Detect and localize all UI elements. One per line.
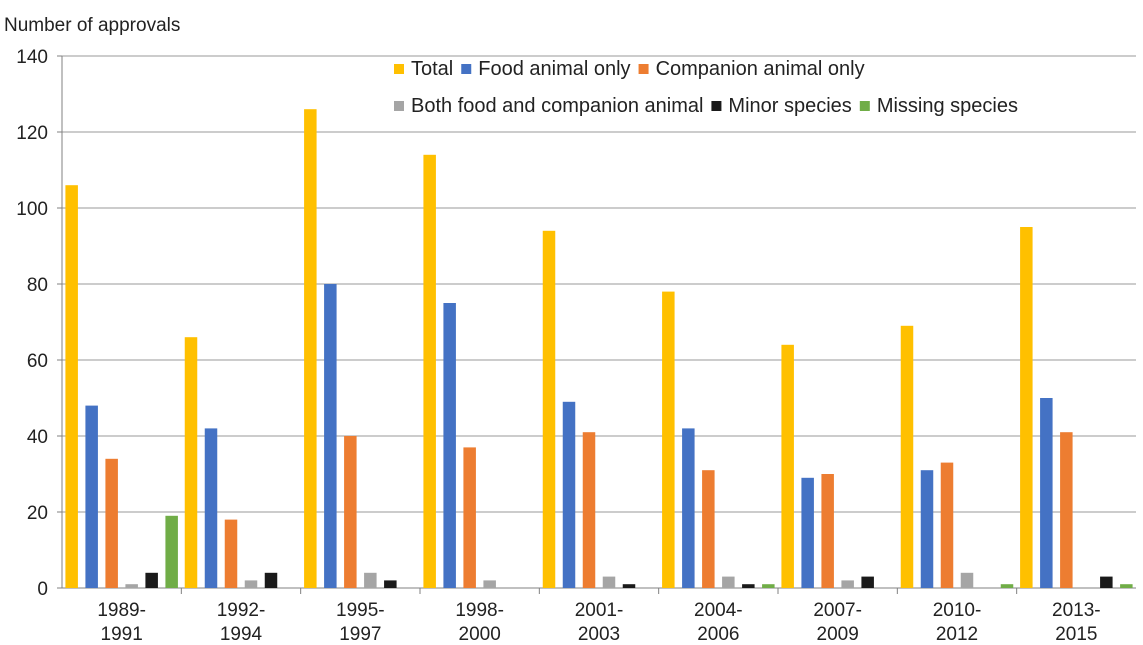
bar-both-food-and-companion-animal xyxy=(602,576,616,588)
bar-total xyxy=(662,291,675,588)
bar-minor-species xyxy=(742,584,755,588)
bar-total xyxy=(304,109,317,588)
legend: Total Food animal only Companion animal on… xyxy=(394,58,1018,117)
y-tick-label: 140 xyxy=(16,47,48,68)
legend-swatch xyxy=(711,101,722,111)
bar-total xyxy=(1020,227,1033,588)
bar-companion-animal-only xyxy=(105,458,118,588)
x-tick-label: 2003 xyxy=(578,624,620,645)
legend-label: Missing species xyxy=(877,95,1018,117)
x-tick-label: 1995- xyxy=(336,600,385,621)
x-tick-label: 2015 xyxy=(1055,624,1097,645)
legend-item: Both food and companion animal xyxy=(394,95,703,117)
bar-both-food-and-companion-animal xyxy=(960,572,974,588)
bar-food-animal-only xyxy=(324,284,337,588)
y-tick-label: 40 xyxy=(27,427,48,448)
x-tick-label: 2012 xyxy=(936,624,978,645)
y-tick-label: 120 xyxy=(16,123,48,144)
bar-companion-animal-only xyxy=(344,436,357,588)
legend-label: Both food and companion animal xyxy=(411,95,703,117)
bar-both-food-and-companion-animal xyxy=(841,580,854,588)
y-tick-labels: 0 20 40 60 80 100 120 140 xyxy=(16,47,48,600)
legend-swatch xyxy=(638,64,649,74)
bar-missing-species xyxy=(1120,584,1133,588)
x-tick-label: 1997 xyxy=(339,624,381,645)
legend-swatch xyxy=(461,64,472,74)
y-tick-label: 60 xyxy=(27,351,48,372)
bar-companion-animal-only xyxy=(582,432,596,588)
bar-companion-animal-only xyxy=(940,462,954,588)
bar-minor-species xyxy=(622,584,636,588)
legend-label: Total xyxy=(411,58,453,80)
x-tick-labels: 1989- 1991 1992- 1994 1995- 1997 1998- 2000 2001… xyxy=(97,600,1100,645)
bar-companion-animal-only xyxy=(463,447,476,588)
bar-missing-species xyxy=(762,584,775,588)
bar-minor-species xyxy=(1100,576,1113,588)
bar-missing-species xyxy=(165,515,178,588)
bar-companion-animal-only xyxy=(702,470,715,588)
bar-total xyxy=(900,325,914,588)
bar-total xyxy=(542,230,556,589)
x-tick-label: 2001- xyxy=(575,600,624,621)
legend-item: Companion animal only xyxy=(638,58,865,80)
bar-both-food-and-companion-animal xyxy=(364,572,377,588)
y-tick-label: 0 xyxy=(37,579,48,600)
legend-item: Missing species xyxy=(859,95,1018,117)
bar-both-food-and-companion-animal xyxy=(244,580,258,588)
bars xyxy=(65,109,1133,589)
x-tick-label: 2010- xyxy=(933,600,982,621)
legend-swatch xyxy=(859,101,870,111)
legend-swatch xyxy=(394,64,404,74)
bar-companion-animal-only xyxy=(821,474,834,588)
bar-both-food-and-companion-animal xyxy=(722,576,735,588)
legend-item: Total xyxy=(394,58,453,80)
x-tick-label: 2013- xyxy=(1052,600,1101,621)
x-tick-label: 1998- xyxy=(455,600,504,621)
gridlines xyxy=(57,55,1136,594)
x-tick-label: 2004- xyxy=(694,600,743,621)
bar-total xyxy=(781,344,794,588)
bar-both-food-and-companion-animal xyxy=(483,580,496,588)
bar-food-animal-only xyxy=(443,303,456,588)
x-tick-label: 2000 xyxy=(459,624,501,645)
bar-food-animal-only xyxy=(1040,398,1053,588)
legend-item: Minor species xyxy=(711,95,852,117)
bar-food-animal-only xyxy=(85,405,98,588)
bar-missing-species xyxy=(1000,584,1014,588)
bar-food-animal-only xyxy=(204,428,218,588)
bar-companion-animal-only xyxy=(224,519,238,588)
y-tick-label: 80 xyxy=(27,275,48,296)
x-tick-label: 1991 xyxy=(101,624,143,645)
legend-label: Minor species xyxy=(728,95,851,117)
legend-label: Food animal only xyxy=(478,58,630,80)
bar-minor-species xyxy=(384,580,397,588)
bar-minor-species xyxy=(264,572,278,588)
bar-minor-species xyxy=(145,572,158,588)
legend-swatch xyxy=(394,101,404,111)
x-tick-label: 2007- xyxy=(813,600,862,621)
y-axis-title: Number of approvals xyxy=(4,15,180,36)
y-tick-label: 100 xyxy=(16,199,48,220)
bar-both-food-and-companion-animal xyxy=(125,584,138,588)
bar-food-animal-only xyxy=(682,428,695,588)
legend-item: Food animal only xyxy=(461,58,631,80)
x-tick-label: 1989- xyxy=(97,600,146,621)
bar-total xyxy=(65,185,78,588)
bar-food-animal-only xyxy=(562,401,576,588)
bar-food-animal-only xyxy=(801,477,814,588)
bar-food-animal-only xyxy=(920,470,934,588)
x-tick-label: 2006 xyxy=(697,624,739,645)
x-tick-label: 1994 xyxy=(220,624,263,645)
x-tick-label: 2009 xyxy=(817,624,859,645)
bar-companion-animal-only xyxy=(1060,432,1073,588)
bar-total xyxy=(184,337,198,588)
y-tick-label: 20 xyxy=(27,503,48,524)
bar-minor-species xyxy=(861,576,874,588)
x-tick-label: 1992- xyxy=(217,600,266,621)
legend-label: Companion animal only xyxy=(656,58,865,80)
bar-total xyxy=(423,154,436,589)
